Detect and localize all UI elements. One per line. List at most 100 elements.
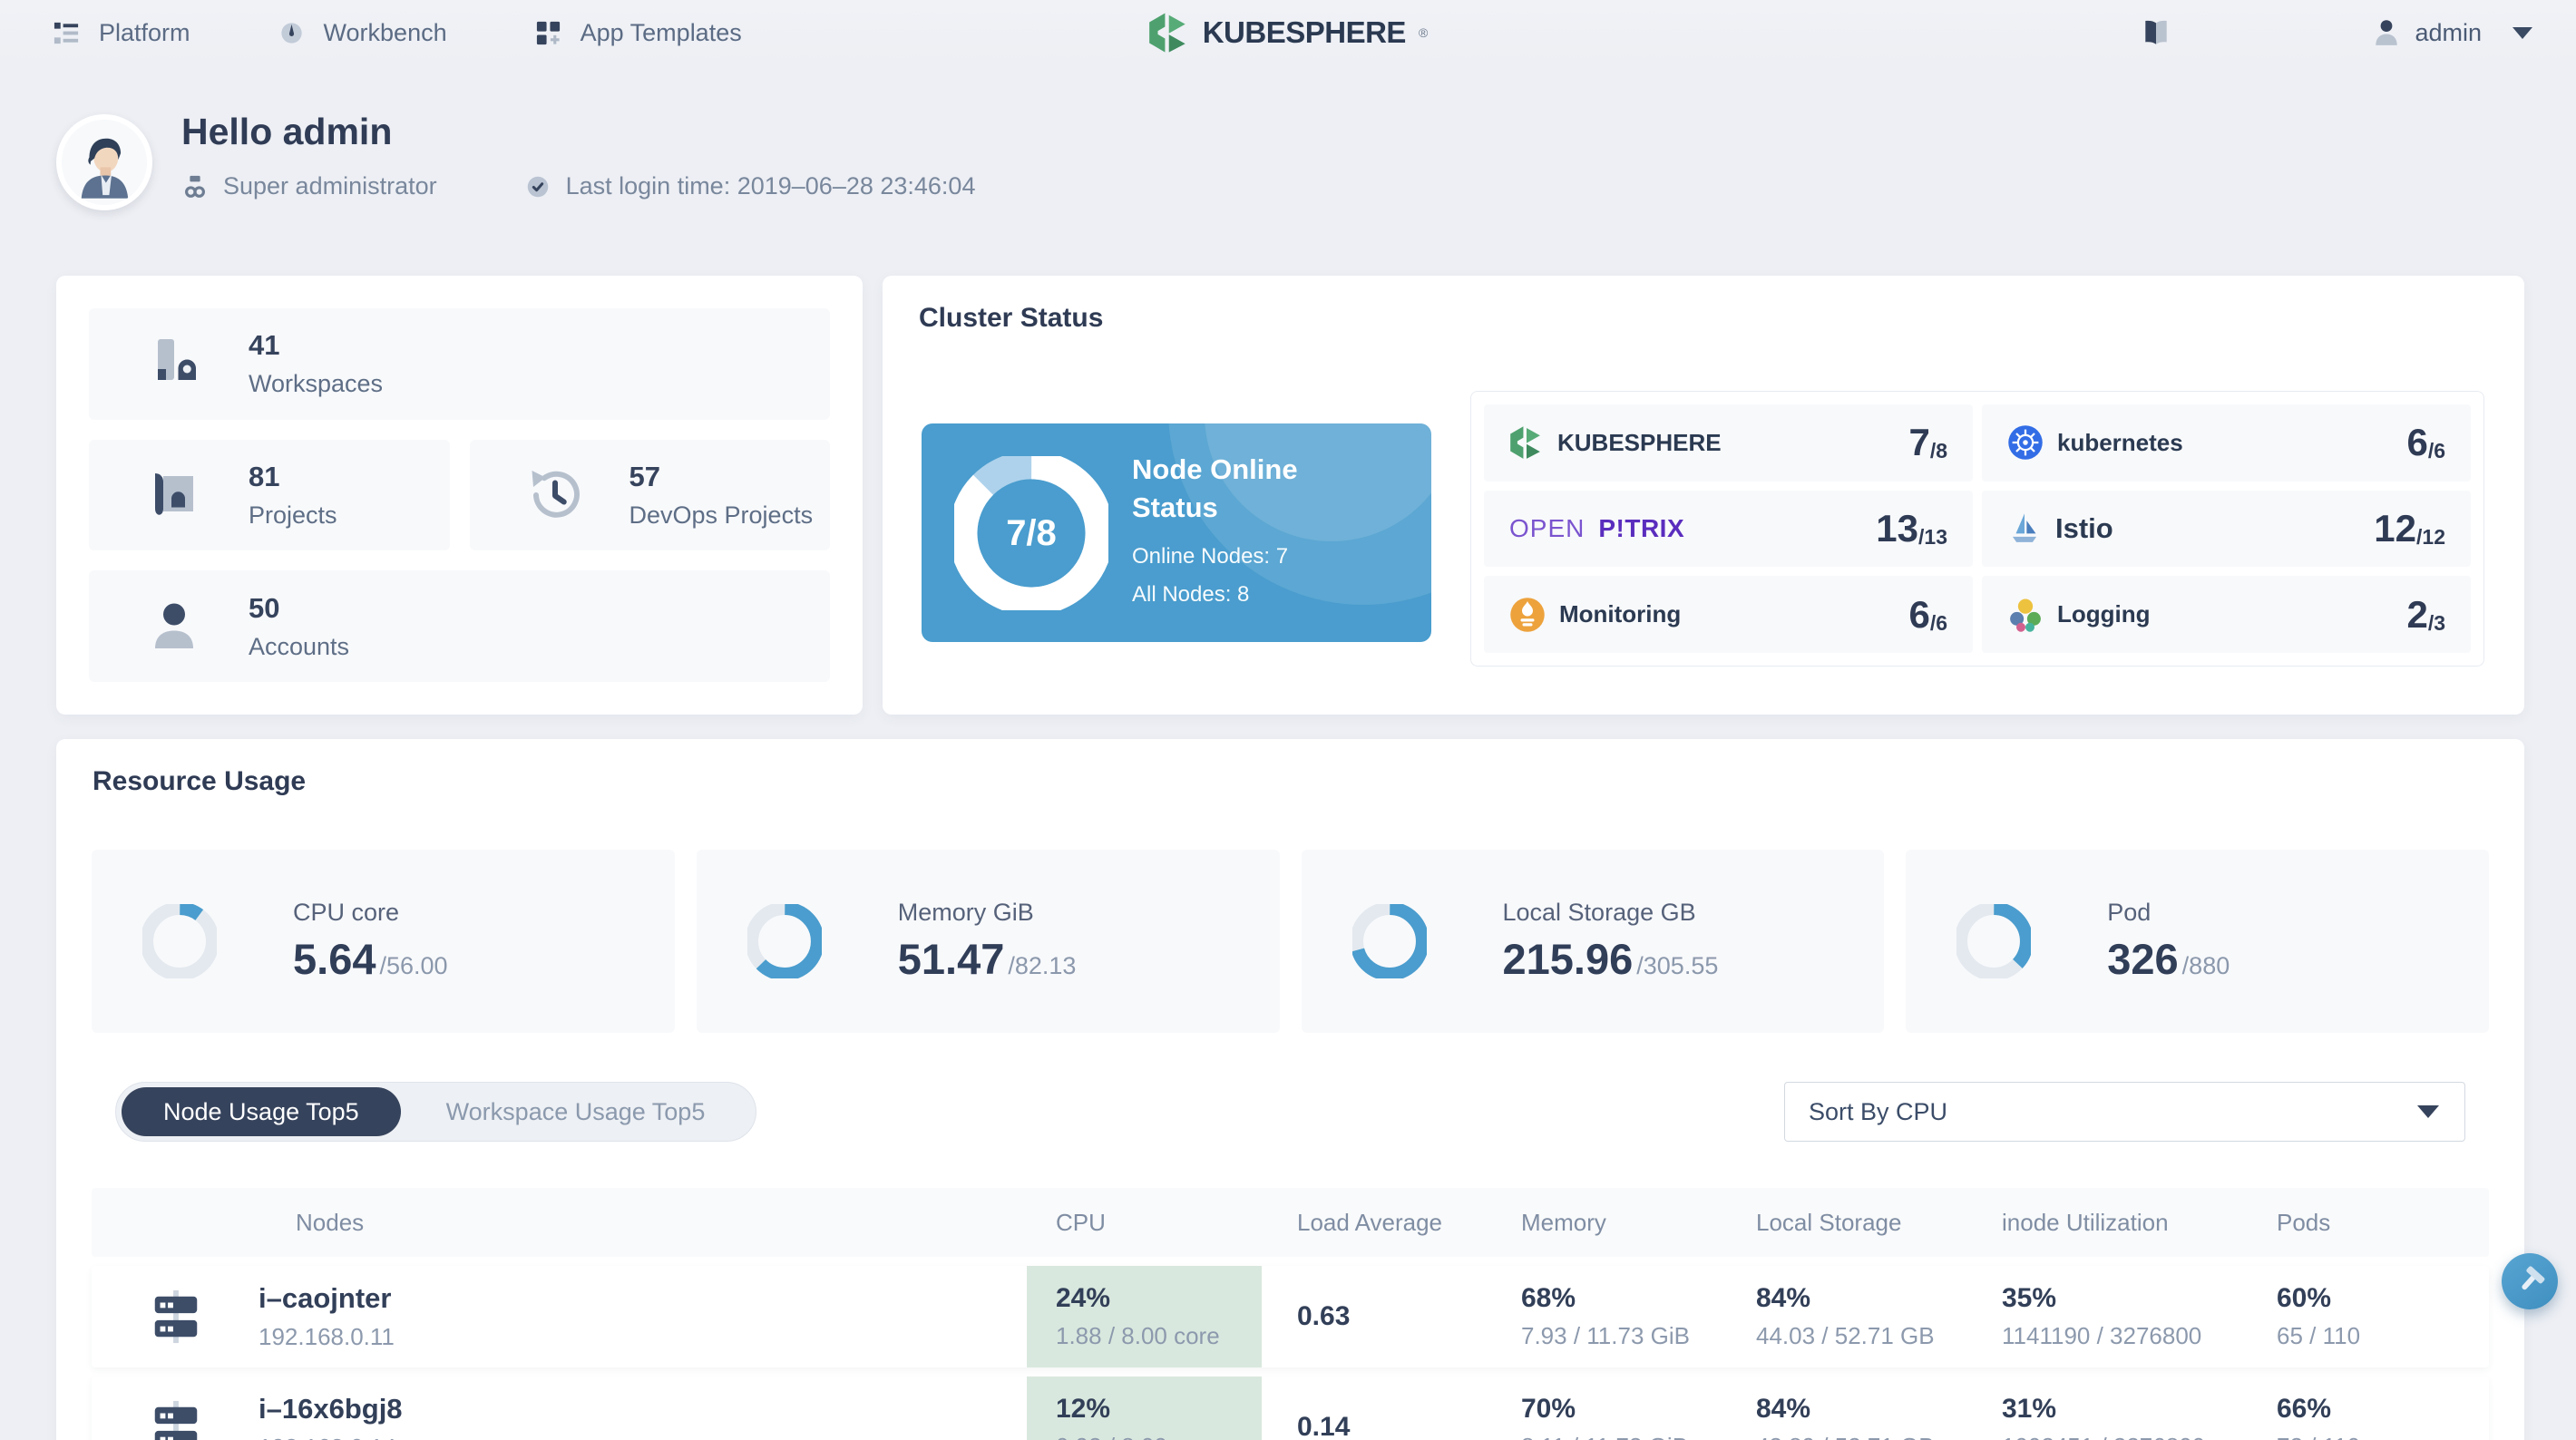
app-templates-icon [534,19,562,47]
table-row[interactable]: i–caojnter 192.168.0.11 24% 1.88 / 8.00 … [92,1266,2489,1367]
component-kubesphere-label: KUBESPHERE [1557,428,1722,456]
node-online-status-card[interactable]: 7/8 Node Online Status Online Nodes: 7 A… [922,423,1431,642]
gauge-pod[interactable]: Pod 326/880 [1906,850,2489,1033]
node-name[interactable]: i–16x6bgj8 [259,1393,403,1425]
memory-cell: 68% 7.93 / 11.73 GiB [1486,1266,1721,1367]
gauge-cpu-value: 5.64 [293,935,376,983]
pods-percent: 66% [2277,1394,2332,1424]
resource-usage-title: Resource Usage [93,766,307,796]
cpu-cell: 12% 0.93 / 8.00 core [1027,1377,1262,1440]
workspaces-count: 41 [249,329,280,362]
gauge-cpu[interactable]: CPU core 5.64/56.00 [92,850,675,1033]
node-name[interactable]: i–caojnter [259,1282,392,1314]
logging-count: 2 [2406,592,2428,636]
gauge-memory[interactable]: Memory GiB 51.47/82.13 [696,850,1280,1033]
memory-donut-chart [746,904,822,978]
pods-cell: 66% 72 / 110 [2241,1377,2489,1440]
component-kubernetes[interactable]: kubernetes 6/6 [1982,404,2471,482]
kubesphere-count: 7 [1908,421,1930,464]
role-badge-icon [181,173,209,200]
kubesphere-logo[interactable]: KUBESPHERE ® [1148,0,1428,65]
openpitrix-label-light: OPEN [1509,513,1586,542]
user-name[interactable]: admin [2415,18,2482,46]
cpu-percent: 12% [1056,1394,1111,1424]
gauge-local-storage[interactable]: Local Storage GB 215.96/305.55 [1301,850,1885,1033]
load-average-value: 0.14 [1297,1412,1351,1440]
monitoring-count: 6 [1908,592,1930,636]
memory-percent: 68% [1521,1283,1576,1313]
nav-workbench[interactable]: Workbench [278,19,447,47]
logging-fluentd-icon [2007,597,2044,633]
pod-donut-chart [1956,904,2032,978]
components-status-grid: KUBESPHERE 7/8 kubernetes 6/6 OPEN P!TRIX… [1470,391,2484,666]
devops-projects-icon [519,465,591,525]
node-usage-table: Nodes CPU Load Average Memory Local Stor… [92,1188,2489,1440]
avatar [56,114,152,210]
gauge-local-storage-total: /305.55 [1636,952,1719,979]
monitoring-prometheus-icon [1509,597,1546,633]
projects-label: Projects [249,501,337,529]
logging-total: /3 [2427,610,2445,635]
stat-accounts[interactable]: 50 Accounts [89,570,830,683]
kubesphere-icon [1509,425,1544,460]
memory-percent: 70% [1521,1394,1576,1424]
component-kubesphere[interactable]: KUBESPHERE 7/8 [1484,404,1973,482]
openpitrix-count: 13 [1876,506,1919,550]
sort-by-selected-value: Sort By CPU [1809,1097,1948,1125]
brand-name: KUBESPHERE [1202,15,1407,49]
chevron-down-icon[interactable] [2513,26,2532,39]
component-monitoring[interactable]: Monitoring 6/6 [1484,576,1973,653]
gauge-pod-label: Pod [2107,899,2152,926]
cpu-cell: 24% 1.88 / 8.00 core [1027,1266,1262,1367]
tab-workspace-usage-top5[interactable]: Workspace Usage Top5 [445,1098,706,1125]
monitoring-total: /6 [1929,610,1947,635]
component-openpitrix[interactable]: OPEN P!TRIX 13/13 [1484,490,1973,568]
nav-platform[interactable]: Platform [53,19,190,47]
usage-tabs: Node Usage Top5 Workspace Usage Top5 [115,1082,757,1142]
page-greeting: Hello admin [181,111,393,152]
node-ip: 192.168.0.14 [259,1434,403,1440]
stat-devops-projects[interactable]: 57 DevOps Projects [469,439,830,551]
column-nodes: Nodes [296,1208,365,1236]
last-login-label: Last login time: 2019–06–28 23:46:04 [565,172,976,199]
workbench-icon [278,19,306,47]
platform-icon [53,19,81,47]
documentation-icon[interactable] [2141,17,2171,48]
column-load-average: Load Average [1297,1208,1442,1236]
memory-detail: 7.93 / 11.73 GiB [1521,1322,1690,1349]
gauge-local-storage-value: 215.96 [1502,935,1634,983]
projects-icon [138,465,210,525]
server-node-icon [148,1399,204,1440]
component-istio[interactable]: Istio 12/12 [1982,490,2471,568]
nav-app-templates[interactable]: App Templates [534,19,742,47]
component-logging[interactable]: Logging 2/3 [1982,576,2471,653]
hammer-icon [2513,1265,2546,1298]
toolbox-fab-button[interactable] [2502,1253,2558,1309]
all-nodes-text: All Nodes: 8 [1132,581,1250,607]
kubernetes-icon [2007,424,2044,461]
memory-detail: 8.11 / 11.73 GiB [1521,1433,1721,1440]
workspaces-icon [138,334,210,394]
stat-projects[interactable]: 81 Projects [89,439,450,551]
load-average-cell: 0.14 [1262,1377,1486,1440]
projects-count: 81 [249,461,280,492]
devops-projects-count: 57 [629,461,660,492]
inode-detail: 1002451 / 3276800 [2002,1433,2241,1440]
local-storage-donut-chart [1351,904,1427,978]
tab-node-usage-top5[interactable]: Node Usage Top5 [122,1087,401,1136]
memory-cell: 70% 8.11 / 11.73 GiB [1486,1377,1721,1440]
table-row[interactable]: i–16x6bgj8 192.168.0.14 12% 0.93 / 8.00 … [92,1377,2489,1440]
user-role: Super administrator [181,172,437,200]
gauge-memory-total: /82.13 [1008,952,1077,979]
component-istio-label: Istio [2055,511,2113,544]
local-storage-percent: 84% [1756,1283,1811,1313]
pods-detail: 72 / 110 [2277,1433,2489,1440]
gauge-memory-value: 51.47 [897,935,1005,983]
cluster-status-card: Cluster Status 7/8 Node Online Status On… [883,276,2524,715]
gauge-cpu-total: /56.00 [379,952,448,979]
local-storage-percent: 84% [1756,1394,1811,1424]
kubernetes-count: 6 [2406,421,2428,464]
stat-workspaces[interactable]: 41 Workspaces [89,308,830,420]
sort-by-dropdown[interactable]: Sort By CPU [1784,1082,2465,1142]
component-logging-label: Logging [2057,600,2151,628]
